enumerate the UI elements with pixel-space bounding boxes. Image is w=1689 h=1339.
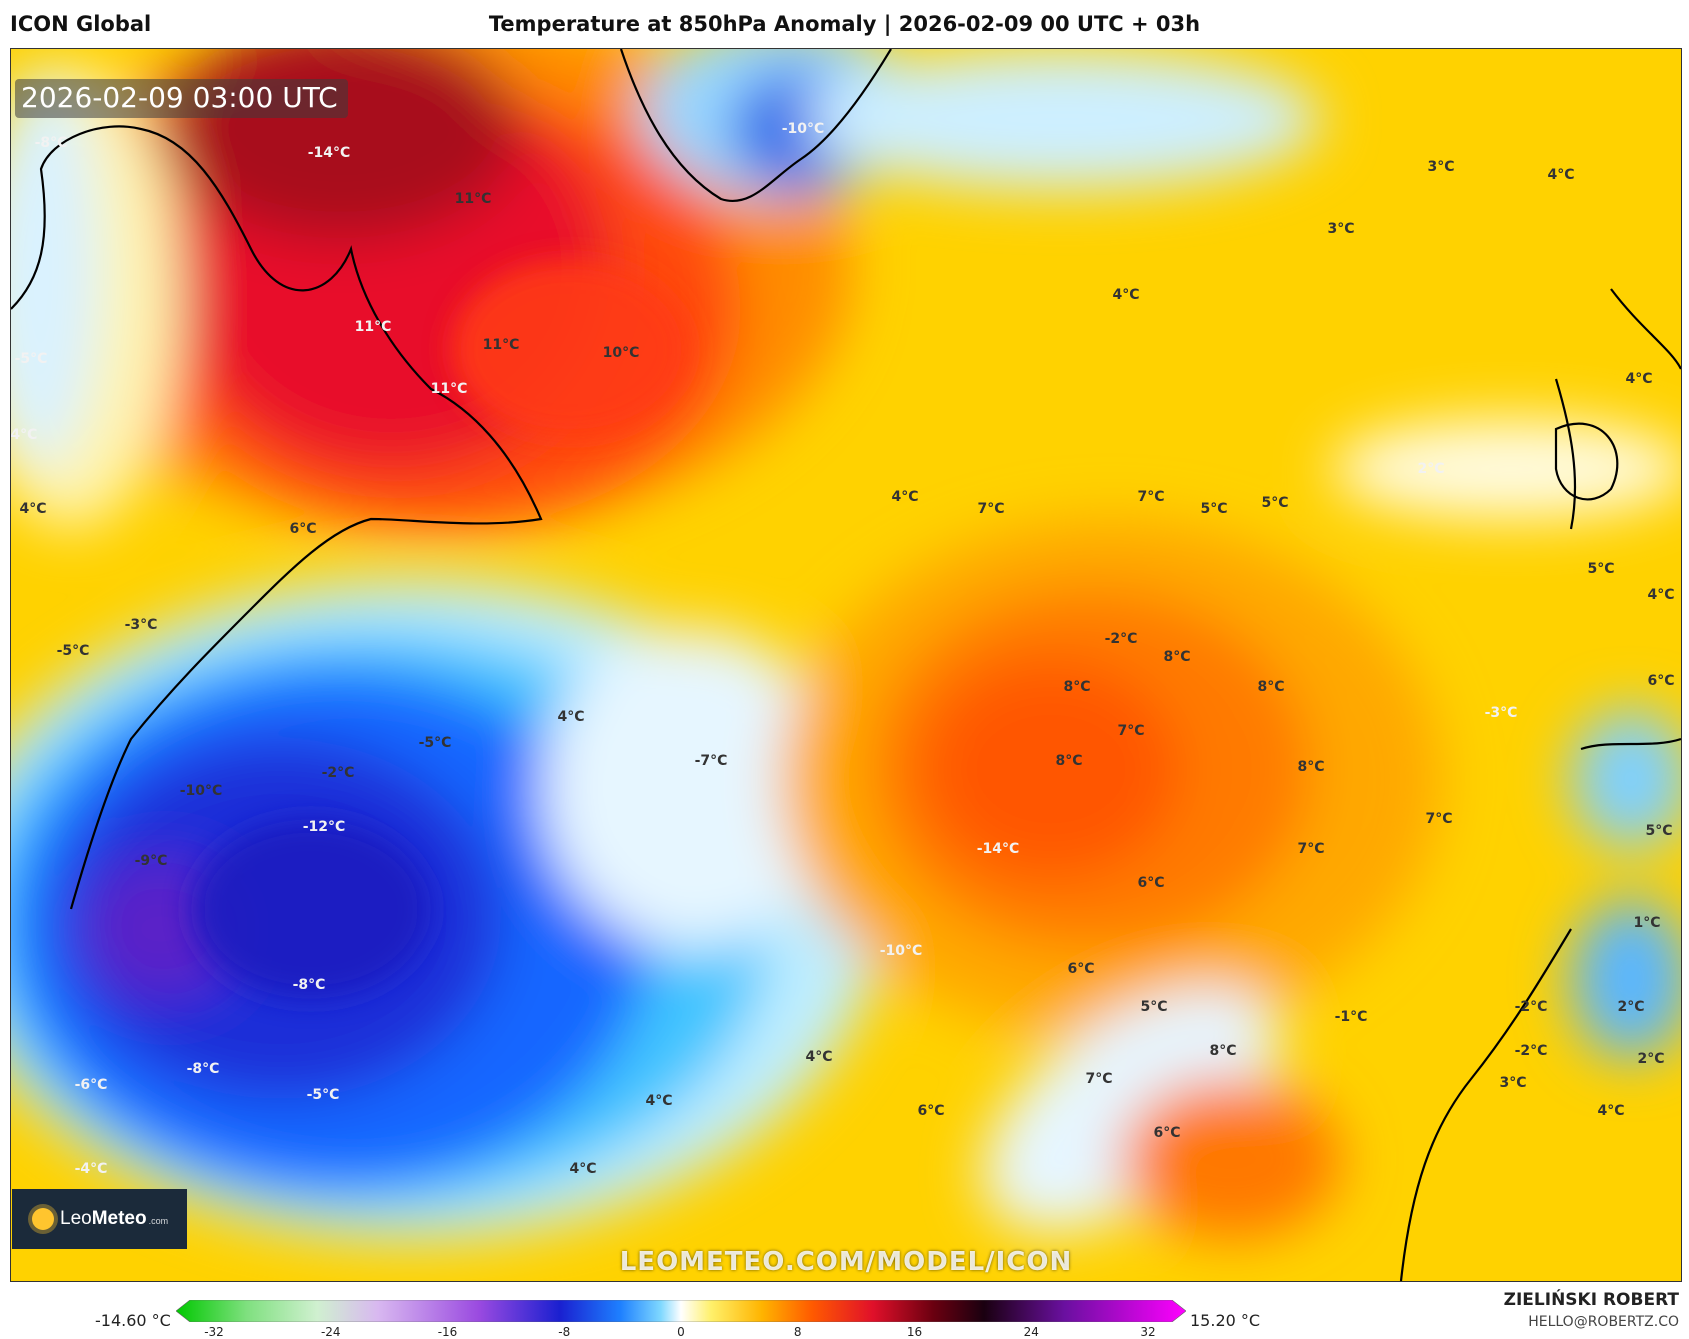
temperature-label: -9°C <box>134 853 168 869</box>
temperature-label: -14°C <box>976 841 1020 857</box>
temperature-label: -4°C <box>10 427 38 443</box>
temperature-label: 4°C <box>19 501 47 517</box>
colorbar-tick: -32 <box>204 1325 224 1339</box>
author-name: ZIELIŃSKI ROBERT <box>1503 1290 1679 1310</box>
temperature-label: 6°C <box>917 1103 945 1119</box>
temperature-label: 7°C <box>1297 841 1325 857</box>
temperature-label: 8°C <box>1257 679 1285 695</box>
site-watermark: LEOMETEO.COM/MODEL/ICON <box>619 1247 1073 1277</box>
temperature-label: 10°C <box>602 345 640 361</box>
author-credit: ZIELIŃSKI ROBERT HELLO@ROBERTZ.CO <box>1504 1290 1679 1330</box>
colorbar-gradient <box>176 1300 1186 1322</box>
temperature-label: 5°C <box>1200 501 1228 517</box>
temperature-label: 2°C <box>1417 461 1445 477</box>
temperature-label: 4°C <box>1647 587 1675 603</box>
temperature-label: -3°C <box>124 617 158 633</box>
temperature-label: 4°C <box>1112 287 1140 303</box>
colorbar-min-label: -14.60 °C <box>95 1311 171 1330</box>
temperature-label: 7°C <box>1425 811 1453 827</box>
sun-icon <box>32 1208 54 1230</box>
temperature-label: -6°C <box>74 1077 108 1093</box>
temperature-label: 2°C <box>1617 999 1645 1015</box>
temperature-label: 7°C <box>977 501 1005 517</box>
temperature-label: 6°C <box>1647 673 1675 689</box>
temperature-label: 4°C <box>1547 167 1575 183</box>
temperature-label: 5°C <box>1140 999 1168 1015</box>
temperature-label: 8°C <box>1063 679 1091 695</box>
temperature-label: 8°C <box>1209 1043 1237 1059</box>
temperature-label: 11°C <box>354 319 392 335</box>
temperature-label: -1°C <box>1334 1009 1368 1025</box>
temperature-label: -7°C <box>694 753 728 769</box>
temperature-label: -10°C <box>179 783 223 799</box>
colorbar-tick: -16 <box>437 1325 458 1339</box>
temperature-label: 6°C <box>1137 875 1165 891</box>
temperature-label: 7°C <box>1085 1071 1113 1087</box>
temperature-label: -2°C <box>1104 631 1138 647</box>
temperature-label: 8°C <box>1163 649 1191 665</box>
temperature-label: -10°C <box>879 943 923 959</box>
temperature-label: -5°C <box>56 643 90 659</box>
temperature-label: 5°C <box>1587 561 1615 577</box>
temperature-label: 6°C <box>289 521 317 537</box>
temperature-label: -2°C <box>1514 999 1548 1015</box>
temperature-label: 5°C <box>1261 495 1289 511</box>
temperature-label: -4°C <box>74 1161 108 1177</box>
temperature-label: 11°C <box>482 337 520 353</box>
temperature-label: 11°C <box>454 191 492 207</box>
anomaly-field <box>11 49 1681 1281</box>
temperature-label: -5°C <box>14 351 48 367</box>
temperature-label: -8°C <box>292 977 326 993</box>
temperature-label: -5°C <box>306 1087 340 1103</box>
temperature-label: 8°C <box>1055 753 1083 769</box>
temperature-label: -3°C <box>1484 705 1518 721</box>
temperature-label: -10°C <box>781 121 825 137</box>
colorbar-tick: 0 <box>677 1325 685 1339</box>
temperature-label: 7°C <box>1137 489 1165 505</box>
temperature-label: 6°C <box>1153 1125 1181 1141</box>
temperature-label: 1°C <box>1633 915 1661 931</box>
leometeo-logo: LeoMeteo .com <box>12 1189 187 1249</box>
temperature-label: 8°C <box>1297 759 1325 775</box>
temperature-label: -2°C <box>321 765 355 781</box>
temperature-label: 2°C <box>1637 1051 1665 1067</box>
temperature-label: 3°C <box>1427 159 1455 175</box>
temperature-label: -8°C <box>186 1061 220 1077</box>
logo-suffix: .com <box>148 1216 169 1226</box>
temperature-label: 11°C <box>430 381 468 397</box>
colorbar-tick: 8 <box>793 1325 802 1339</box>
temperature-label: 4°C <box>1625 371 1653 387</box>
temperature-label: -12°C <box>302 819 346 835</box>
temperature-label: 4°C <box>645 1093 673 1109</box>
temperature-label: 6°C <box>1067 961 1095 977</box>
temperature-label: 5°C <box>1645 823 1673 839</box>
logo-text: LeoMeteo <box>60 1208 147 1229</box>
temperature-label: 4°C <box>569 1161 597 1177</box>
coastline <box>11 49 1681 1281</box>
colorbar-tick: 16 <box>906 1325 923 1339</box>
forecast-timestamp: 2026-02-09 03:00 UTC <box>15 79 348 118</box>
temperature-label: 4°C <box>557 709 585 725</box>
colorbar-tick: 24 <box>1023 1325 1039 1339</box>
colorbar: -14.60 °C <box>0 1288 1689 1339</box>
model-name: ICON Global <box>10 12 152 36</box>
colorbar-max-label: 15.20 °C <box>1190 1311 1261 1330</box>
colorbar-tick: -24 <box>320 1325 341 1339</box>
temperature-label: 4°C <box>891 489 919 505</box>
temperature-label: -5°C <box>418 735 452 751</box>
colorbar-tick: 32 <box>1140 1325 1156 1339</box>
colorbar-tick: -8 <box>558 1325 571 1339</box>
temperature-anomaly-map: 2026-02-09 03:00 UTC -14°C 11°C 11°C 11°C 10… <box>10 48 1682 1282</box>
map-title: Temperature at 850hPa Anomaly | 2026-02-… <box>488 12 1201 36</box>
temperature-label: -8°C <box>34 135 68 151</box>
temperature-label: 4°C <box>805 1049 833 1065</box>
temperature-label: 3°C <box>1327 221 1355 237</box>
author-email: HELLO@ROBERTZ.CO <box>1528 1314 1679 1330</box>
temperature-label: -14°C <box>307 145 351 161</box>
temperature-label: 4°C <box>1597 1103 1625 1119</box>
temperature-label: 7°C <box>1117 723 1145 739</box>
temperature-label: 3°C <box>1499 1075 1527 1091</box>
temperature-label: -2°C <box>1514 1043 1548 1059</box>
